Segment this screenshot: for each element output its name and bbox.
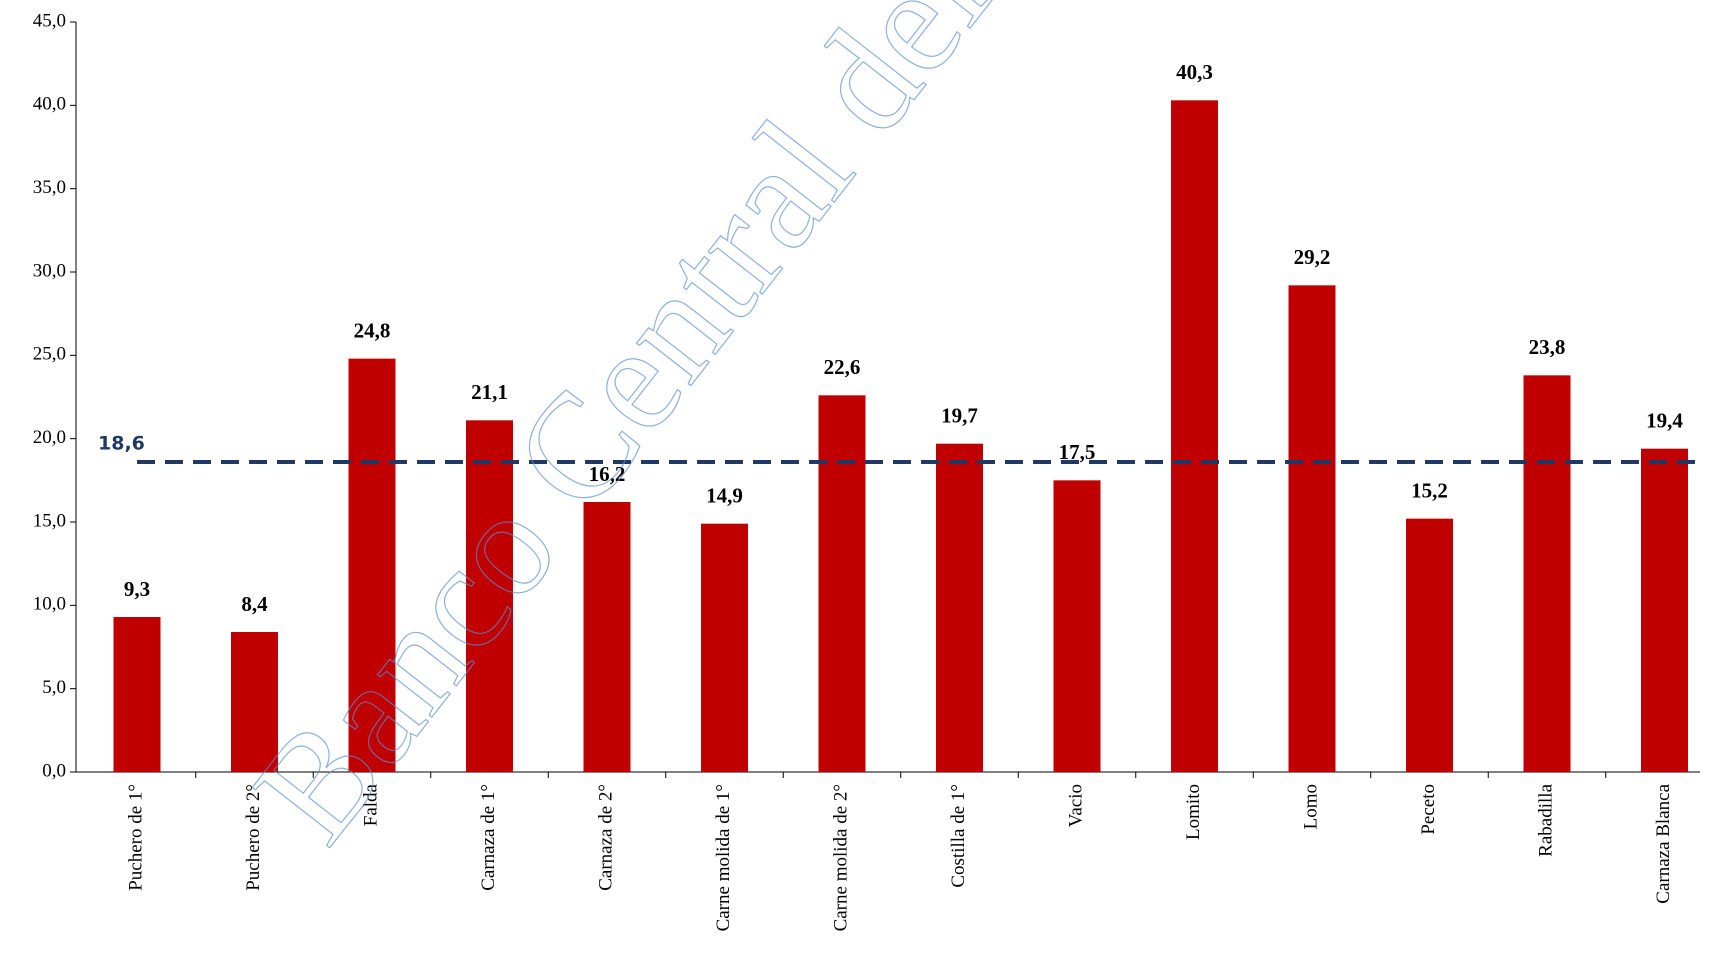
- bar: [1053, 480, 1101, 772]
- y-tick-label: 10,0: [33, 594, 66, 615]
- x-tick-label: Puchero de 2°: [243, 784, 264, 891]
- bar: [1641, 448, 1688, 772]
- data-label: 29,2: [1294, 245, 1331, 269]
- x-tick-label: Carnaza de 2°: [595, 784, 616, 891]
- y-tick-label: 35,0: [33, 177, 66, 198]
- x-tick-label: Vacio: [1065, 784, 1086, 827]
- data-label: 19,4: [1646, 408, 1683, 432]
- data-label: 8,4: [241, 592, 268, 616]
- bar: [701, 523, 748, 772]
- x-tick-label: Carnaza de 1°: [478, 784, 499, 891]
- bar: [1288, 285, 1336, 772]
- y-tick-label: 40,0: [33, 94, 66, 115]
- bar: [936, 443, 983, 772]
- x-tick-label: Falda: [360, 783, 381, 826]
- bar: [1523, 375, 1571, 772]
- data-label: 16,2: [589, 462, 626, 486]
- bar: [1171, 100, 1218, 773]
- x-tick-label: Carne molida de 1°: [713, 784, 734, 931]
- bar: [466, 420, 513, 772]
- x-tick-label: Puchero de 1°: [125, 784, 146, 891]
- data-label: 24,8: [354, 318, 391, 342]
- y-tick-label: 15,0: [33, 510, 66, 531]
- data-label: 23,8: [1529, 335, 1566, 359]
- y-tick-label: 25,0: [33, 344, 66, 365]
- bar: [348, 358, 396, 772]
- x-tick-label: Carnaza Blanca: [1653, 783, 1674, 903]
- x-tick-label: Rabadilla: [1535, 783, 1556, 856]
- bar: [818, 395, 866, 772]
- y-tick-label: 20,0: [33, 427, 66, 448]
- data-label: 22,6: [824, 355, 861, 379]
- data-label: 19,7: [941, 403, 978, 427]
- x-tick-label: Lomo: [1300, 784, 1321, 829]
- x-tick-label: Carne molida de 2°: [830, 784, 851, 931]
- x-tick-label: Peceto: [1418, 784, 1439, 835]
- data-label: 21,1: [471, 380, 508, 404]
- reference-label: 18,6: [98, 433, 145, 455]
- data-label: 9,3: [124, 577, 150, 601]
- x-tick-label: Lomito: [1183, 784, 1204, 840]
- data-label: 15,2: [1411, 478, 1448, 502]
- bar: [231, 632, 278, 772]
- y-tick-label: 45,0: [33, 10, 66, 31]
- y-tick-label: 30,0: [33, 260, 66, 281]
- y-tick-label: 5,0: [42, 677, 66, 698]
- bar: [113, 617, 161, 772]
- x-tick-label: Costilla de 1°: [948, 784, 969, 888]
- data-label: 14,9: [706, 483, 743, 507]
- data-label: 40,3: [1176, 60, 1213, 84]
- bar: [1406, 518, 1453, 772]
- bar: [583, 502, 631, 772]
- y-tick-label: 0,0: [42, 760, 66, 781]
